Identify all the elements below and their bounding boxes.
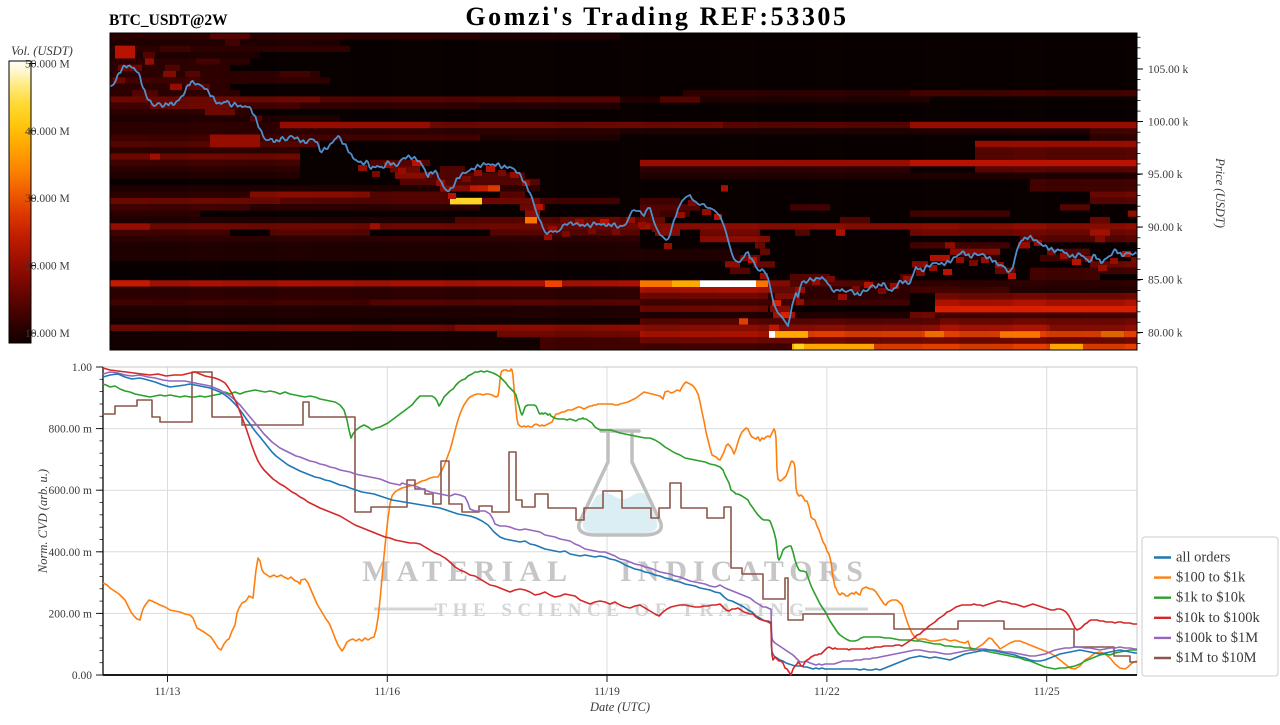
- svg-text:BTC_USDT@2W: BTC_USDT@2W: [109, 12, 228, 29]
- svg-text:MATERIAL: MATERIAL: [362, 555, 573, 588]
- svg-text:50.000 M: 50.000 M: [25, 59, 70, 71]
- svg-text:11/16: 11/16: [374, 686, 400, 698]
- svg-text:Price (USDT): Price (USDT): [1213, 157, 1227, 228]
- svg-text:$100 to $1k: $100 to $1k: [1176, 570, 1246, 586]
- svg-text:$1M to $10M: $1M to $10M: [1176, 650, 1257, 666]
- svg-text:90.00 k: 90.00 k: [1148, 222, 1183, 234]
- svg-text:400.00 m: 400.00 m: [49, 547, 93, 559]
- svg-text:200.00 m: 200.00 m: [49, 608, 93, 620]
- svg-text:all orders: all orders: [1176, 550, 1231, 566]
- svg-text:Vol. (USDT): Vol. (USDT): [11, 44, 73, 58]
- svg-text:30.000 M: 30.000 M: [25, 193, 70, 205]
- svg-text:800.00 m: 800.00 m: [49, 424, 93, 436]
- svg-text:40.000 M: 40.000 M: [25, 126, 70, 138]
- svg-text:1.00: 1.00: [72, 362, 92, 374]
- svg-text:105.00 k: 105.00 k: [1148, 64, 1189, 76]
- svg-text:Gomzi's Trading REF:53305: Gomzi's Trading REF:53305: [465, 2, 848, 31]
- svg-text:95.00 k: 95.00 k: [1148, 169, 1183, 181]
- svg-text:600.00 m: 600.00 m: [49, 485, 93, 497]
- svg-text:$10k to $100k: $10k to $100k: [1176, 610, 1261, 626]
- svg-text:Date (UTC): Date (UTC): [589, 700, 650, 714]
- svg-text:10.000 M: 10.000 M: [25, 328, 70, 340]
- svg-text:11/25: 11/25: [1034, 686, 1060, 698]
- svg-text:0.00: 0.00: [72, 670, 92, 682]
- svg-text:11/22: 11/22: [814, 686, 840, 698]
- svg-text:11/13: 11/13: [155, 686, 181, 698]
- svg-text:11/19: 11/19: [594, 686, 620, 698]
- svg-text:$1k to $10k: $1k to $10k: [1176, 590, 1246, 606]
- svg-text:$100k to $1M: $100k to $1M: [1176, 630, 1258, 646]
- svg-text:THE SCIENCE OF TRADING: THE SCIENCE OF TRADING: [435, 600, 810, 621]
- svg-text:Norm. CVD (arb. u.): Norm. CVD (arb. u.): [36, 469, 50, 574]
- svg-text:85.00 k: 85.00 k: [1148, 275, 1183, 287]
- svg-text:100.00 k: 100.00 k: [1148, 117, 1189, 129]
- svg-text:80.00 k: 80.00 k: [1148, 328, 1183, 340]
- svg-text:20.000 M: 20.000 M: [25, 261, 70, 273]
